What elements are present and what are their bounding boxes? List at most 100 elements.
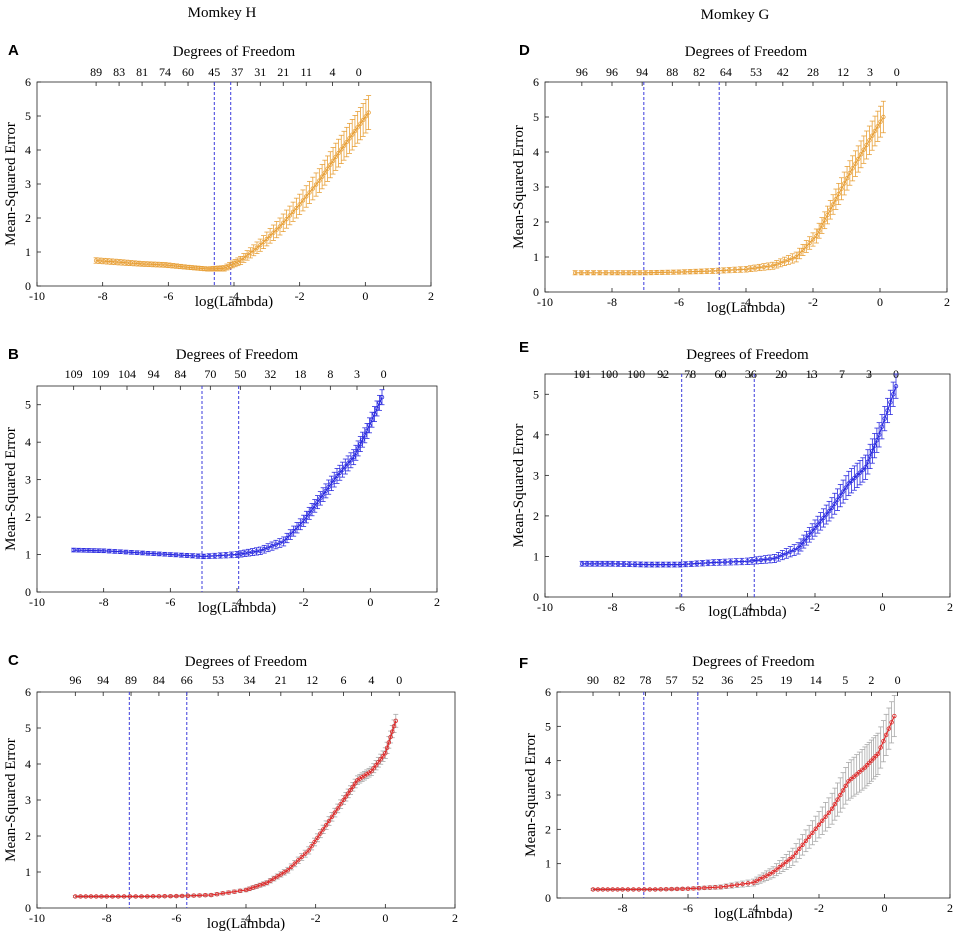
x-tick-label: -6 — [674, 295, 684, 309]
x-tick-label: -10 — [29, 595, 45, 609]
mse-point — [76, 547, 81, 553]
mse-point — [145, 894, 150, 899]
mse-point — [212, 553, 217, 558]
mse-point — [705, 560, 711, 566]
mse-point — [886, 726, 892, 731]
mse-point — [343, 794, 349, 799]
mse-point — [173, 552, 179, 558]
df-tick-label: 104 — [118, 367, 136, 381]
mse-point — [857, 470, 863, 475]
y-tick-label: 6 — [25, 75, 31, 89]
mse-point — [711, 560, 716, 565]
mse-point — [872, 443, 877, 448]
mse-point — [776, 554, 781, 559]
mse-point — [865, 459, 871, 465]
mse-point — [875, 124, 880, 129]
x-tick-label: -8 — [608, 600, 618, 614]
mse-point — [620, 270, 626, 275]
df-tick-label: 11 — [300, 65, 312, 79]
mse-point — [861, 147, 867, 152]
mse-point — [663, 886, 669, 892]
mse-point — [94, 894, 99, 899]
x-tick-label: -8 — [102, 911, 112, 925]
mse-point — [179, 893, 185, 899]
mse-point — [862, 765, 868, 770]
mse-point — [309, 844, 314, 849]
x-axis-title: log(Lambda) — [707, 300, 785, 316]
df-tick-label: 96 — [69, 673, 81, 687]
mse-point — [867, 454, 873, 459]
panel-a: A Degrees of Freedom log(Lambda) Mean-Squar… — [3, 42, 434, 310]
df-tick-label: 78 — [684, 367, 696, 381]
mse-point — [826, 508, 832, 514]
mse-point — [298, 522, 303, 527]
mse-point — [707, 885, 713, 890]
df-tick-label: 42 — [777, 65, 789, 79]
mse-point — [689, 561, 694, 567]
mse-point — [328, 162, 333, 167]
panel-label: F — [519, 655, 528, 672]
mse-point — [810, 830, 815, 835]
mse-point — [373, 763, 379, 768]
mse-point — [727, 267, 732, 273]
mse-markers — [579, 383, 899, 567]
mse-point — [140, 550, 145, 556]
mse-point — [572, 270, 578, 275]
mse-point — [878, 119, 883, 124]
mse-point — [220, 891, 225, 896]
mse-point — [214, 892, 220, 897]
mse-point — [620, 887, 625, 892]
mse-point — [590, 561, 595, 566]
df-tick-label: 89 — [90, 65, 102, 79]
mse-point — [237, 888, 243, 894]
mse-point — [366, 110, 371, 115]
df-tick-label: 36 — [721, 673, 733, 687]
mse-point — [393, 718, 398, 723]
mse-point — [271, 876, 277, 881]
mse-point — [840, 788, 846, 793]
mse-point — [352, 128, 358, 134]
mse-point — [881, 114, 886, 120]
mse-point — [878, 745, 883, 750]
mse-point — [168, 893, 173, 899]
mse-point — [597, 270, 602, 275]
mse-point — [232, 889, 237, 894]
mse-point — [717, 560, 722, 565]
df-tick-label: 34 — [243, 673, 255, 687]
mse-point — [223, 552, 229, 558]
mse-point — [713, 885, 718, 890]
mse-point — [339, 147, 344, 152]
df-tick-label: 78 — [639, 673, 651, 687]
mse-point — [700, 561, 705, 566]
x-tick-label: -6 — [165, 595, 175, 609]
mse-point — [208, 892, 214, 898]
mse-point — [754, 878, 759, 884]
mse-point — [882, 416, 887, 421]
x-tick-label: -2 — [810, 600, 820, 614]
y-axis-title: Mean-Squared Error — [523, 733, 539, 857]
mse-point — [332, 477, 337, 482]
mse-point — [807, 532, 812, 538]
mse-point — [313, 182, 319, 187]
df-axis-title: Degrees of Freedom — [692, 654, 815, 670]
mse-point — [329, 481, 334, 486]
mse-point — [687, 269, 693, 274]
x-tick-label: 2 — [428, 289, 434, 303]
df-tick-label: 74 — [159, 65, 171, 79]
mse-point — [751, 880, 756, 885]
mse-point — [213, 266, 219, 271]
mse-point — [267, 233, 273, 239]
mse-point — [800, 247, 806, 253]
mse-point — [758, 557, 764, 563]
mse-point — [333, 154, 338, 159]
df-tick-label: 94 — [636, 65, 648, 79]
mse-point — [790, 854, 795, 859]
mse-point — [615, 270, 620, 275]
mse-point — [282, 870, 287, 875]
mse-point — [806, 834, 812, 839]
plot-frame — [36, 691, 456, 909]
mse-point — [277, 540, 282, 546]
mse-markers — [590, 713, 897, 892]
mse-point — [740, 881, 745, 887]
mse-point — [885, 408, 890, 413]
